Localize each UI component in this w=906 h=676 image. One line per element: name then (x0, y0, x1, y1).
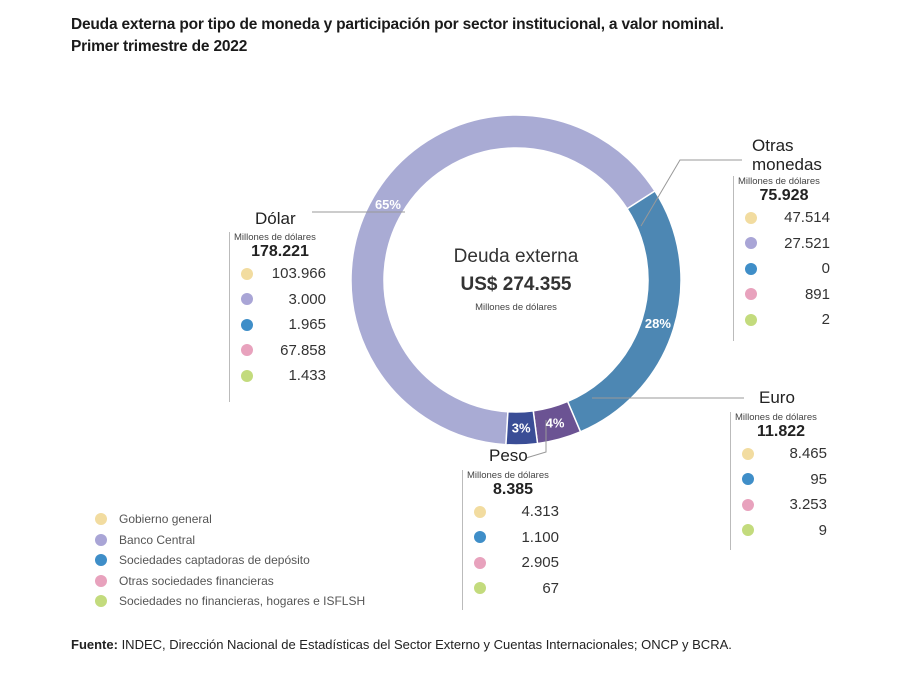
legend-dot-icon (95, 513, 107, 525)
source-note: Fuente: INDEC, Dirección Nacional de Est… (71, 637, 732, 652)
sector-dot-icon (742, 499, 754, 511)
block-row: 8.465 (731, 441, 831, 467)
block-otras-monedas: Otras monedas Millones de dólares 75.928 4… (733, 176, 834, 341)
sector-dot-icon (241, 319, 253, 331)
sector-dot-icon (241, 370, 253, 382)
legend-label: Sociedades no financieras, hogares e ISF… (119, 594, 365, 608)
block-row: 2.905 (463, 550, 563, 576)
sector-dot-icon (745, 288, 757, 300)
block-row: 1.100 (463, 525, 563, 551)
block-total: 75.928 (734, 187, 834, 205)
block-row: 1.433 (230, 363, 330, 389)
block-row: 95 (731, 467, 831, 493)
block-name: Peso (489, 446, 528, 465)
block-dolar: Dólar Millones de dólares 178.221 103.966 3… (229, 232, 330, 402)
legend-label: Sociedades captadoras de depósito (119, 553, 310, 567)
legend-item: Otras sociedades financieras (95, 571, 365, 592)
block-row-value: 2.905 (486, 554, 563, 571)
sector-dot-icon (745, 237, 757, 249)
block-unit: Millones de dólares (230, 232, 330, 243)
block-row: 103.966 (230, 261, 330, 287)
legend-dot-icon (95, 534, 107, 546)
block-row-value: 1.433 (253, 367, 330, 384)
legend-item: Sociedades captadoras de depósito (95, 550, 365, 571)
block-row-value: 67.858 (253, 342, 330, 359)
block-total: 11.822 (731, 423, 831, 441)
block-row: 4.313 (463, 499, 563, 525)
center-units: Millones de dólares (416, 302, 616, 313)
block-row-value: 8.465 (754, 445, 831, 462)
legend-item: Gobierno general (95, 509, 365, 530)
block-peso: Peso Millones de dólares 8.385 4.313 1.100 2… (462, 470, 563, 610)
sector-dot-icon (241, 293, 253, 305)
legend-item: Sociedades no financieras, hogares e ISF… (95, 591, 365, 612)
sector-dot-icon (742, 448, 754, 460)
block-row-value: 3.000 (253, 291, 330, 308)
sector-dot-icon (474, 531, 486, 543)
block-row: 67.858 (230, 338, 330, 364)
sector-dot-icon (241, 344, 253, 356)
legend-dot-icon (95, 575, 107, 587)
block-row: 3.000 (230, 287, 330, 313)
block-row-value: 103.966 (253, 265, 330, 282)
block-row: 2 (734, 307, 834, 333)
block-row: 67 (463, 576, 563, 602)
sector-dot-icon (474, 582, 486, 594)
block-name: Otras monedas (752, 136, 822, 174)
sector-dot-icon (745, 212, 757, 224)
block-row-value: 4.313 (486, 503, 563, 520)
sector-dot-icon (742, 473, 754, 485)
block-row-value: 67 (486, 580, 563, 597)
legend-label: Gobierno general (119, 512, 212, 526)
center-title: Deuda externa (416, 246, 616, 268)
block-row-value: 3.253 (754, 496, 831, 513)
block-total: 8.385 (463, 481, 563, 499)
legend-item: Banco Central (95, 530, 365, 551)
source-text: INDEC, Dirección Nacional de Estadística… (118, 637, 732, 652)
sector-dot-icon (474, 557, 486, 569)
slice-label-peso: 3% (512, 420, 531, 435)
block-row-value: 47.514 (757, 209, 834, 226)
block-row-value: 1.100 (486, 529, 563, 546)
sector-dot-icon (241, 268, 253, 280)
block-name: Dólar (255, 209, 296, 228)
legend: Gobierno general Banco Central Sociedades … (95, 509, 365, 612)
sector-dot-icon (745, 314, 757, 326)
sector-dot-icon (745, 263, 757, 275)
block-unit: Millones de dólares (731, 412, 831, 423)
block-row: 9 (731, 518, 831, 544)
legend-dot-icon (95, 554, 107, 566)
block-row: 1.965 (230, 312, 330, 338)
block-row-value: 2 (757, 311, 834, 328)
legend-label: Banco Central (119, 533, 195, 547)
center-value: US$ 274.355 (416, 274, 616, 296)
block-row: 3.253 (731, 492, 831, 518)
legend-dot-icon (95, 595, 107, 607)
block-row: 47.514 (734, 205, 834, 231)
block-row-value: 95 (754, 471, 831, 488)
block-row-value: 9 (754, 522, 831, 539)
block-row: 0 (734, 256, 834, 282)
block-row-value: 27.521 (757, 235, 834, 252)
block-row: 27.521 (734, 231, 834, 257)
slice-label-otras: 28% (645, 316, 671, 331)
block-row-value: 0 (757, 260, 834, 277)
block-row: 891 (734, 282, 834, 308)
block-row-value: 1.965 (253, 316, 330, 333)
sector-dot-icon (474, 506, 486, 518)
legend-label: Otras sociedades financieras (119, 574, 274, 588)
slice-label-euro: 4% (546, 415, 565, 430)
sector-dot-icon (742, 524, 754, 536)
block-unit: Millones de dólares (734, 176, 834, 187)
block-total: 178.221 (230, 243, 330, 261)
block-unit: Millones de dólares (463, 470, 563, 481)
block-row-value: 891 (757, 286, 834, 303)
block-name: Euro (759, 388, 795, 407)
source-prefix: Fuente: (71, 637, 118, 652)
block-euro: Euro Millones de dólares 11.822 8.465 95 3.2… (730, 412, 831, 550)
slice-label-dolar: 65% (375, 197, 401, 212)
